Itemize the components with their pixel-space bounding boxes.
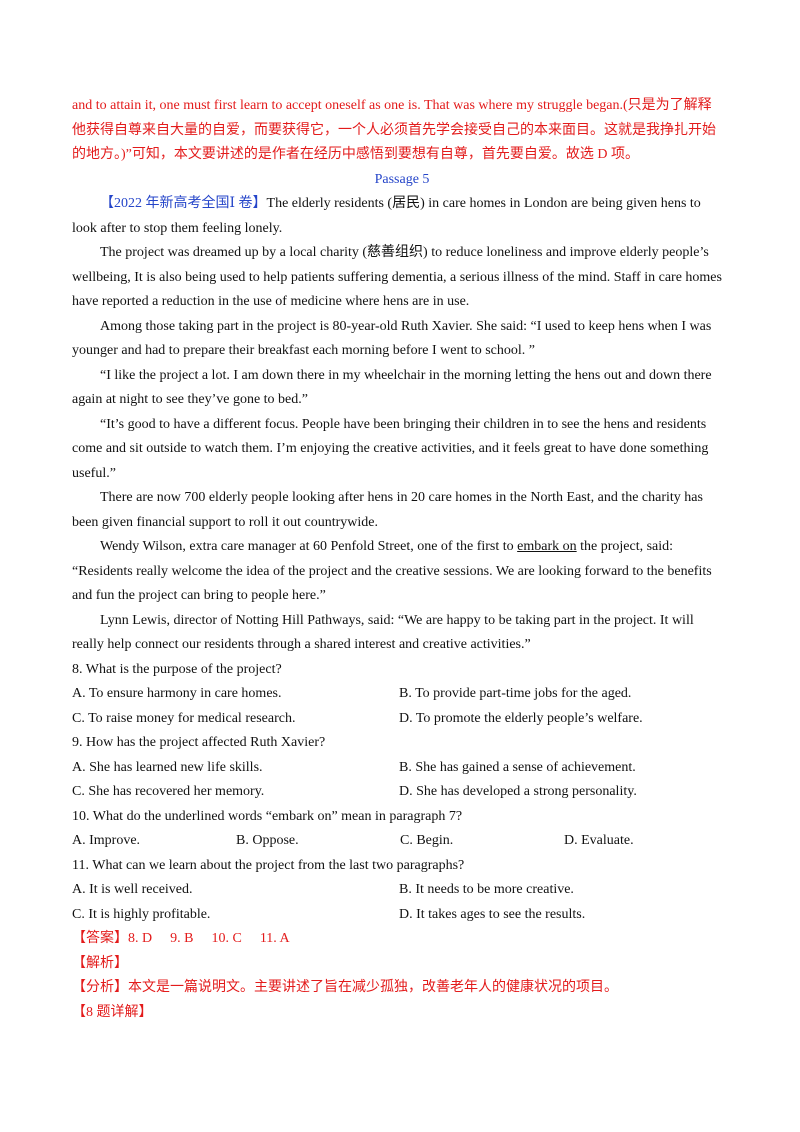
paragraph-1-text: The elderly residents (居民) in care homes…	[266, 196, 701, 211]
question-9-option-c: C. She has recovered her memory.	[72, 784, 265, 799]
question-8-option-d: D. To promote the elderly people’s welfa…	[399, 710, 643, 726]
answer-11: 11. A	[259, 931, 290, 946]
question-10-option-c: C. Begin.	[400, 833, 454, 848]
paragraph-8: Lynn Lewis, director of Notting Hill Pat…	[100, 612, 694, 628]
question-11-stem: 11. What can we learn about the project …	[72, 857, 465, 873]
question-9-options-row-2: C. She has recovered her memory. D. She …	[72, 780, 732, 805]
question-9-option-b: B. She has gained a sense of achievement…	[399, 759, 636, 775]
paragraph-8-cont: really help connect our residents throug…	[72, 637, 531, 652]
analysis-summary: 【分析】本文是一篇说明文。主要讲述了旨在减少孤独，改善老年人的健康状况的项目。	[72, 980, 618, 995]
answer-label: 【答案】	[72, 931, 128, 946]
analysis-heading: 【解析】	[72, 955, 128, 971]
answer-8: 8. D	[128, 931, 153, 946]
answer-9: 9. B	[170, 931, 194, 946]
paragraph-3-cont: younger and had to prepare their breakfa…	[72, 343, 535, 358]
question-11-options-row-2: C. It is highly profitable. D. It takes …	[72, 903, 732, 928]
paragraph-6-cont: been given financial support to roll it …	[72, 514, 378, 530]
underlined-phrase: embark on	[517, 539, 577, 554]
paragraph-6: There are now 700 elderly people looking…	[100, 490, 703, 505]
question-9-option-d: D. She has developed a strong personalit…	[399, 784, 637, 799]
question-11-option-d: D. It takes ages to see the results.	[399, 906, 586, 922]
question-11-options-row-1: A. It is well received. B. It needs to b…	[72, 878, 732, 903]
question-9-option-a: A. She has learned new life skills.	[72, 759, 263, 775]
question-10-option-b: B. Oppose.	[236, 833, 299, 848]
passage-title: Passage 5	[374, 171, 430, 187]
paragraph-1-cont: look after to stop them feeling lonely.	[72, 220, 283, 236]
paragraph-4-cont: again at night to see they’ve gone to be…	[72, 392, 308, 407]
question-8-option-a: A. To ensure harmony in care homes.	[72, 686, 282, 701]
paragraph-7-cont-2: and fun the project can bring to people …	[72, 588, 326, 603]
paragraph-5: “It’s good to have a different focus. Pe…	[100, 416, 707, 432]
question-11-option-b: B. It needs to be more creative.	[399, 882, 574, 897]
paragraph-2-cont-1: wellbeing, It is also being used to help…	[72, 269, 722, 285]
paragraph-7-text-post: the project, said:	[576, 539, 674, 554]
paragraph-3: Among those taking part in the project i…	[100, 318, 712, 334]
paragraph-2-cont-2: have reported a reduction in the use of …	[72, 294, 470, 309]
paragraph-1: 【2022 年新高考全国Ⅰ 卷】The elderly residents (居…	[72, 192, 732, 217]
question-8-stem: 8. What is the purpose of the project?	[72, 661, 282, 677]
question-11-option-c: C. It is highly profitable.	[72, 906, 211, 922]
intro-line-3: 的地方。)”可知，本文要讲述的是作者在经历中感悟到要想有自尊，首先要自爱。故选 …	[72, 147, 639, 162]
question-8-options-row-1: A. To ensure harmony in care homes. B. T…	[72, 682, 732, 707]
question-8-option-b: B. To provide part-time jobs for the age…	[399, 686, 632, 701]
question-9-options-row-1: A. She has learned new life skills. B. S…	[72, 756, 732, 781]
intro-line-2: 他获得自尊来自大量的自爱，而要获得它，一个人必须首先学会接受自己的本来面目。这就…	[72, 122, 716, 138]
question-10-option-a: A. Improve.	[72, 833, 141, 848]
answer-10: 10. C	[211, 931, 242, 946]
paragraph-4: “I like the project a lot. I am down the…	[100, 367, 712, 383]
question-8-option-c: C. To raise money for medical research.	[72, 710, 296, 726]
exam-source-label: 【2022 年新高考全国Ⅰ 卷】	[100, 196, 267, 211]
question-8-detail-heading: 【8 题详解】	[72, 1004, 153, 1020]
question-8-options-row-2: C. To raise money for medical research. …	[72, 707, 732, 732]
paragraph-7-text-pre: Wendy Wilson, extra care manager at 60 P…	[100, 539, 518, 554]
question-11-option-a: A. It is well received.	[72, 882, 193, 897]
question-10-option-d: D. Evaluate.	[564, 833, 634, 848]
question-10-options-row: A. Improve. B. Oppose. C. Begin. D. Eval…	[72, 829, 732, 854]
paragraph-2: The project was dreamed up by a local ch…	[100, 245, 709, 260]
question-10-stem: 10. What do the underlined words “embark…	[72, 808, 463, 824]
paragraph-7: Wendy Wilson, extra care manager at 60 P…	[72, 535, 732, 560]
paragraph-7-cont-1: “Residents really welcome the idea of th…	[72, 563, 712, 579]
paragraph-5-cont-2: useful.”	[72, 465, 116, 481]
intro-line-1: and to attain it, one must first learn t…	[72, 98, 712, 113]
question-9-stem: 9. How has the project affected Ruth Xav…	[72, 735, 326, 750]
paragraph-5-cont-1: come and sit outside to watch them. I’m …	[72, 441, 709, 456]
answer-line: 【答案】8. D 9. B 10. C 11. A	[72, 927, 732, 952]
document-page: and to attain it, one must first learn t…	[72, 94, 732, 1025]
